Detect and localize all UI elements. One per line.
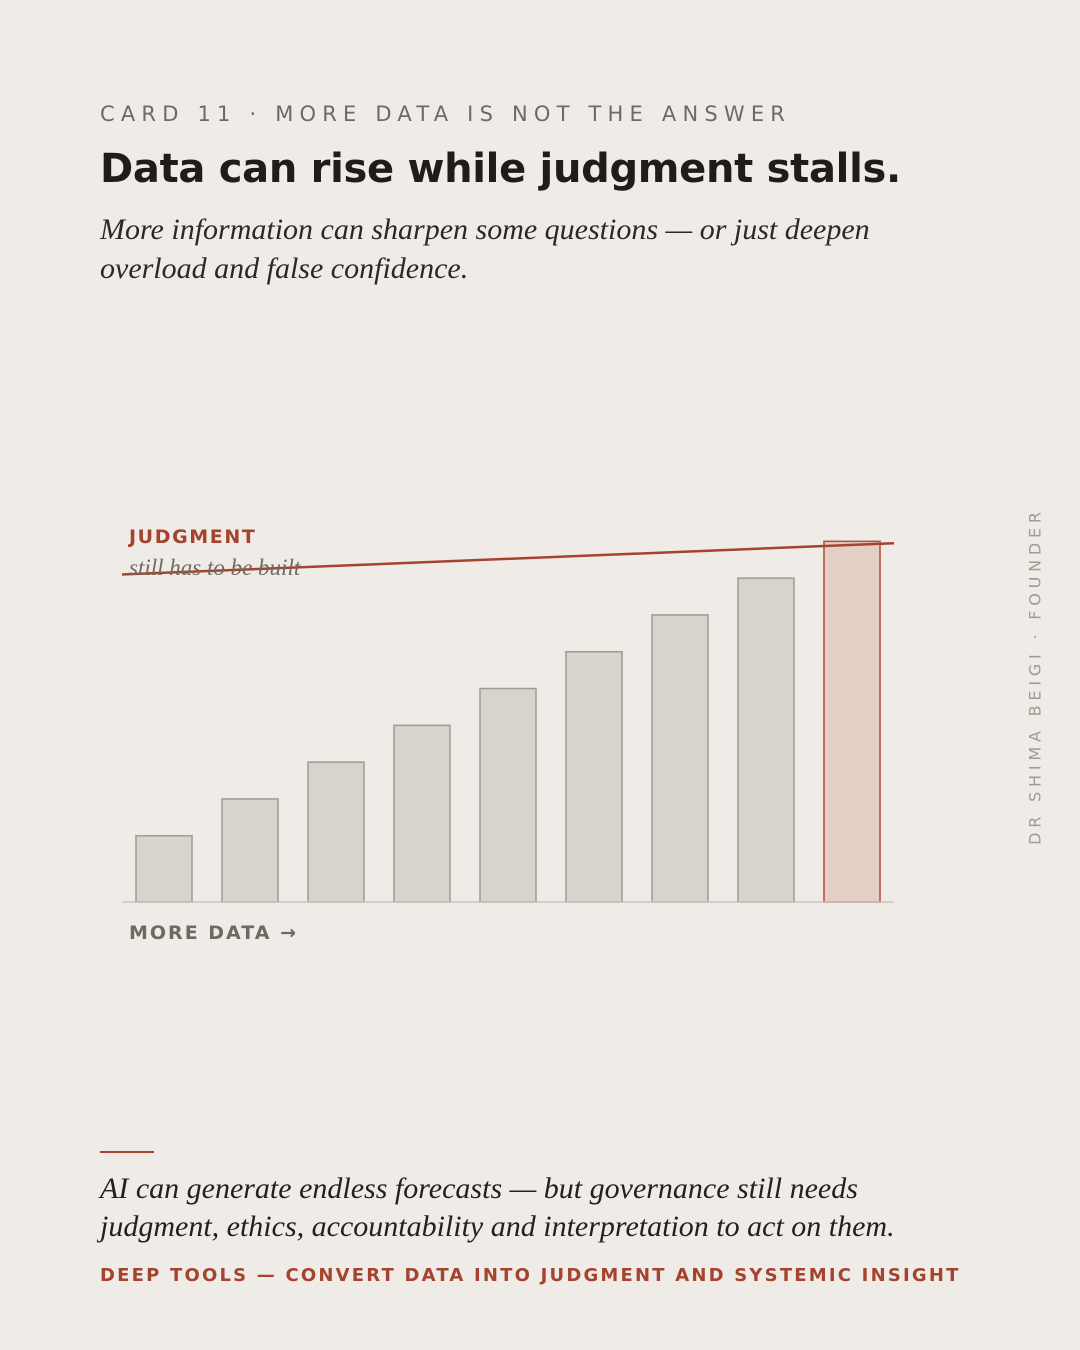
bar [737,577,795,903]
bar [307,761,365,903]
judgment-trend-line [121,541,895,576]
bar [565,650,623,903]
bar [479,687,537,903]
bar [393,724,451,903]
bar [135,834,193,903]
footer-accent-rule [100,1151,154,1153]
judgment-label: JUDGMENT [127,526,256,548]
bar [651,614,709,903]
judgment-sublabel: still has to be built [129,555,301,580]
card-title: Data can rise while judgment stalls. [100,146,901,192]
card-subtitle: More information can sharpen some questi… [100,213,870,285]
author-credit: DR SHIMA BEIGI · FOUNDER [1025,507,1045,845]
footer-tagline: DEEP TOOLS — CONVERT DATA INTO JUDGMENT … [100,1265,961,1286]
bar-group [135,540,881,903]
x-axis-label: MORE DATA → [129,922,298,944]
footer-quote: AI can generate endless forecasts — but … [100,1172,895,1243]
bar-highlight [823,540,881,903]
data-vs-judgment-chart: JUDGMENT still has to be built MORE DATA… [121,526,895,944]
bar [221,798,279,903]
card-kicker: CARD 11 · MORE DATA IS NOT THE ANSWER [100,102,792,126]
